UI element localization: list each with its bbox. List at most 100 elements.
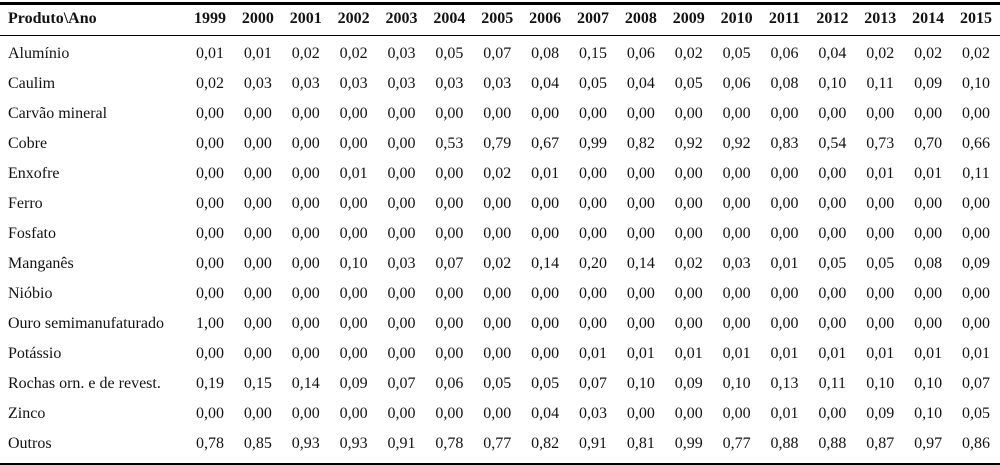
value-cell: 0,00 <box>578 315 607 332</box>
value-cell: 0,54 <box>818 135 847 152</box>
value-cell: 0,00 <box>818 285 847 302</box>
year-header: 2013 <box>856 3 905 36</box>
value-cell: 0,08 <box>914 255 943 272</box>
value-cell: 0,00 <box>962 315 990 332</box>
value-cell: 0,07 <box>578 375 607 392</box>
year-header: 2008 <box>616 3 665 36</box>
year-header: 2001 <box>281 3 330 36</box>
value-cell: 0,02 <box>483 165 512 182</box>
value-cell: 0,06 <box>626 45 655 62</box>
value-cell: 0,05 <box>722 45 751 62</box>
value-cell: 0,00 <box>531 195 560 212</box>
value-cell: 0,99 <box>578 135 607 152</box>
value-cell: 0,00 <box>770 195 799 212</box>
value-cell: 0,00 <box>866 285 895 302</box>
value-cell: 0,00 <box>626 285 655 302</box>
product-label: Fosfato <box>8 225 56 242</box>
value-cell: 0,00 <box>339 105 368 122</box>
value-cell: 0,00 <box>435 225 464 242</box>
value-cell: 0,20 <box>578 255 607 272</box>
value-cell: 0,00 <box>435 405 464 422</box>
value-cell: 0,00 <box>770 165 799 182</box>
value-cell: 0,00 <box>291 165 320 182</box>
value-cell: 0,00 <box>387 345 416 362</box>
year-header: 1999 <box>186 3 234 36</box>
table-row: Cobre 0,00 0,00 0,00 0,00 0,00 0,53 0,79 0,67 0,9… <box>0 129 1000 159</box>
product-label: Carvão mineral <box>8 105 108 122</box>
value-cell: 0,01 <box>770 255 799 272</box>
value-cell: 0,00 <box>387 195 416 212</box>
value-cell: 0,04 <box>818 45 847 62</box>
value-cell: 0,05 <box>962 405 990 422</box>
value-cell: 0,09 <box>866 405 895 422</box>
value-cell: 0,00 <box>435 195 464 212</box>
year-header: 2000 <box>233 3 282 36</box>
value-cell: 0,93 <box>291 435 320 452</box>
table-row: Alumínio 0,01 0,01 0,02 0,02 0,03 0,05 0,07 0,08… <box>0 36 1000 70</box>
table-row: Carvão mineral 0,00 0,00 0,00 0,00 0,00 0,00 0,… <box>0 99 1000 129</box>
value-cell: 0,02 <box>914 45 943 62</box>
value-cell: 0,00 <box>722 165 751 182</box>
value-cell: 0,02 <box>674 255 703 272</box>
value-cell: 0,00 <box>387 315 416 332</box>
value-cell: 0,93 <box>339 435 368 452</box>
value-cell: 0,07 <box>483 45 512 62</box>
value-cell: 0,00 <box>914 285 943 302</box>
value-cell: 0,15 <box>243 375 272 392</box>
table-row: Enxofre 0,00 0,00 0,00 0,01 0,00 0,00 0,02 0,01 0… <box>0 159 1000 189</box>
value-cell: 0,99 <box>674 435 703 452</box>
table-row: Caulim 0,02 0,03 0,03 0,03 0,03 0,03 0,03 0,04 0,… <box>0 69 1000 99</box>
value-cell: 0,01 <box>674 345 703 362</box>
value-cell: 0,00 <box>291 255 320 272</box>
value-cell: 0,01 <box>866 165 895 182</box>
value-cell: 0,02 <box>195 75 224 92</box>
product-label: Zinco <box>8 405 46 422</box>
year-header: 2009 <box>664 3 713 36</box>
value-cell: 0,00 <box>818 405 847 422</box>
value-cell: 0,01 <box>626 345 655 362</box>
product-label: Enxofre <box>8 165 60 182</box>
value-cell: 0,01 <box>531 165 560 182</box>
value-cell: 0,05 <box>674 75 703 92</box>
table-row: Zinco 0,00 0,00 0,00 0,00 0,00 0,00 0,00 0,04 0,0… <box>0 399 1000 429</box>
value-cell: 0,00 <box>578 195 607 212</box>
value-cell: 0,09 <box>674 375 703 392</box>
value-cell: 0,82 <box>626 135 655 152</box>
value-cell: 0,01 <box>914 345 943 362</box>
value-cell: 0,10 <box>722 375 751 392</box>
value-cell: 0,00 <box>195 225 224 242</box>
table-head: Produto\Ano 1999 2000 2001 2002 2003 2004 2005… <box>0 3 1000 36</box>
value-cell: 0,00 <box>962 105 990 122</box>
value-cell: 0,01 <box>339 165 368 182</box>
value-cell: 0,00 <box>195 255 224 272</box>
value-cell: 0,01 <box>770 345 799 362</box>
product-label: Potássio <box>8 345 62 362</box>
value-cell: 0,00 <box>243 405 272 422</box>
value-cell: 0,02 <box>866 45 895 62</box>
value-cell: 0,13 <box>770 375 799 392</box>
value-cell: 0,00 <box>291 345 320 362</box>
value-cell: 0,00 <box>531 285 560 302</box>
value-cell: 0,00 <box>243 225 272 242</box>
value-cell: 0,01 <box>243 45 272 62</box>
year-header: 2014 <box>904 3 952 36</box>
value-cell: 0,00 <box>195 285 224 302</box>
value-cell: 0,00 <box>339 285 368 302</box>
value-cell: 0,77 <box>483 435 512 452</box>
value-cell: 0,00 <box>866 105 895 122</box>
value-cell: 0,01 <box>818 345 847 362</box>
value-cell: 0,00 <box>483 195 512 212</box>
value-cell: 0,00 <box>626 195 655 212</box>
value-cell: 0,00 <box>339 225 368 242</box>
value-cell: 0,00 <box>770 315 799 332</box>
value-cell: 0,06 <box>722 75 751 92</box>
value-cell: 0,03 <box>243 75 272 92</box>
value-cell: 0,07 <box>962 375 990 392</box>
value-cell: 0,09 <box>914 75 943 92</box>
table-header-row: Produto\Ano 1999 2000 2001 2002 2003 2004 2005… <box>0 3 1000 36</box>
value-cell: 0,00 <box>291 315 320 332</box>
value-cell: 0,11 <box>866 75 894 92</box>
value-cell: 0,14 <box>291 375 320 392</box>
value-cell: 0,00 <box>674 165 703 182</box>
value-cell: 0,00 <box>626 225 655 242</box>
